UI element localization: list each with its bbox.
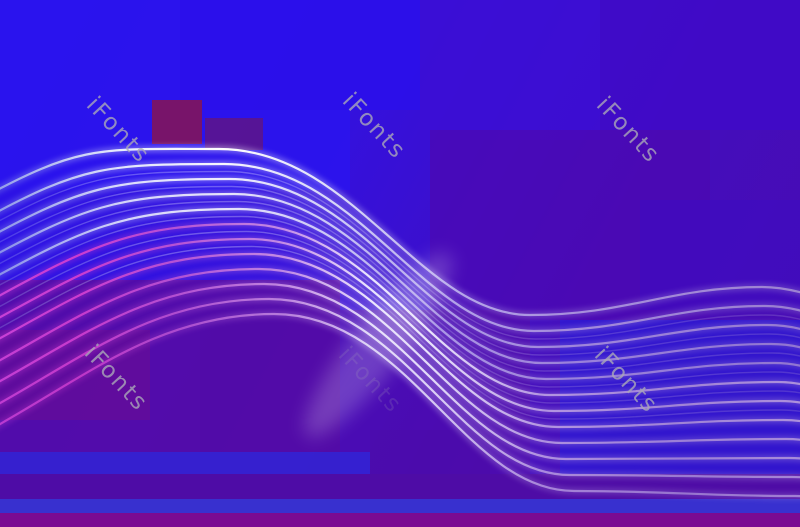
wave-line: [0, 252, 800, 429]
wave-line-faint: [0, 230, 800, 404]
bottom-band: [0, 499, 800, 514]
bg-patch: [420, 0, 600, 140]
bg-patch: [180, 0, 420, 110]
wave-line: [0, 177, 800, 349]
wave-line: [0, 297, 800, 479]
bg-patch: [0, 330, 150, 420]
bg-patch: [152, 100, 202, 144]
wave-line: [0, 312, 800, 498]
wave-line: [0, 222, 800, 397]
bg-patch: [205, 118, 263, 150]
wave-line-faint: [0, 200, 800, 372]
wave-highlight: [304, 252, 452, 438]
wave-line-faint: [0, 170, 800, 340]
wave-line-faint: [0, 185, 800, 356]
wave-line: [0, 207, 800, 381]
wave-line: [0, 162, 800, 333]
wave-line: [0, 192, 800, 365]
wave-line-faint: [0, 245, 800, 420]
wave-line: [0, 267, 800, 445]
wave-line: [0, 147, 800, 317]
bottom-color-bands: [0, 474, 800, 527]
wave-line: [0, 237, 800, 413]
wave-line: [0, 282, 800, 461]
wave-lines-layer: [0, 147, 800, 498]
bg-patch: [600, 0, 800, 130]
wave-line-faint: [0, 215, 800, 388]
bottom-band: [0, 513, 800, 527]
wave-bright-core: [304, 252, 452, 438]
bg-patch: [640, 200, 800, 310]
